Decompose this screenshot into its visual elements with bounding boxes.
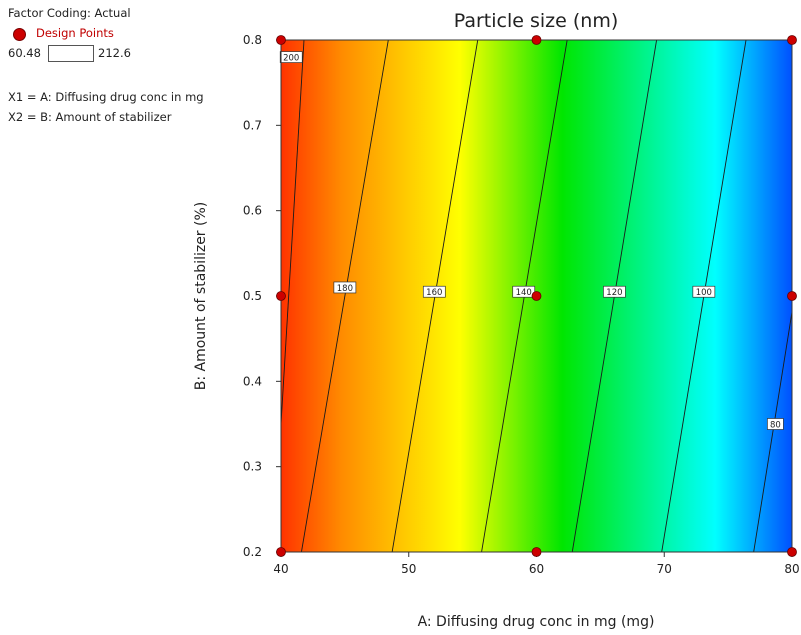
x-tick-label-40: 40: [273, 562, 288, 576]
contour-line-200: [281, 40, 305, 432]
x-tick-label-50: 50: [401, 562, 416, 576]
y-axis: 0.2 0.3 0.4 0.5 0.6 0.7 0.8: [243, 33, 281, 559]
x1-factor-label: X1 = A: Diffusing drug conc in mg: [8, 90, 204, 104]
chart-title: Particle size (nm): [454, 10, 619, 32]
contour-labels: 200 180 160 140 120 100 80: [279, 51, 784, 430]
y-tick-label-0.2: 0.2: [243, 545, 262, 559]
design-point: [531, 35, 542, 45]
contour-label-100: 100: [696, 288, 712, 298]
contour-label-180: 180: [337, 284, 353, 294]
design-point: [276, 35, 286, 45]
contour-label-140: 140: [516, 288, 532, 298]
x-tick-label-80: 80: [784, 562, 799, 576]
contour-label-box-160: [422, 285, 446, 298]
contour-label-box-120: [603, 285, 626, 298]
contour-label-box-80: [767, 418, 784, 430]
y-tick-label-0.3: 0.3: [243, 460, 262, 474]
x-tick-label-70: 70: [657, 562, 672, 576]
x2-factor-label: X2 = B: Amount of stabilizer: [8, 110, 172, 124]
contour-label-box-100: [692, 285, 716, 298]
factor-coding-label: Factor Coding: Actual: [8, 6, 131, 20]
contour-label-box-180: [333, 281, 357, 294]
design-point: [787, 291, 797, 301]
x-tick-label-60: 60: [529, 562, 544, 576]
range-high-label: 212.6: [98, 46, 131, 60]
y-tick-label-0.5: 0.5: [243, 289, 262, 303]
x-axis: 40 50 60 70 80: [273, 552, 800, 576]
design-point: [787, 547, 797, 557]
contour-line-80: [753, 309, 792, 552]
design-point: [531, 291, 542, 301]
contour-line-180: [300, 40, 389, 552]
y-axis-label: B: Amount of stabilizer (%): [193, 202, 209, 391]
y-tick-label-0.7: 0.7: [243, 118, 262, 132]
y-tick-label-0.8: 0.8: [243, 33, 262, 47]
range-low-label: 60.48: [8, 46, 41, 60]
x-axis-label: A: Diffusing drug conc in mg (mg): [418, 614, 655, 630]
contour-label-120: 120: [606, 288, 622, 298]
design-points-label: Design Points: [36, 26, 114, 40]
design-points: [276, 35, 797, 557]
color-range-box: [48, 45, 94, 62]
design-point: [531, 547, 542, 557]
design-point: [787, 35, 797, 45]
contour-label-160: 160: [426, 288, 442, 298]
contour-label-80: 80: [770, 420, 781, 430]
y-tick-label-0.4: 0.4: [243, 374, 262, 388]
y-tick-label-0.6: 0.6: [243, 204, 262, 218]
design-point: [276, 547, 286, 557]
design-point: [276, 291, 286, 301]
design-point-legend-marker: [13, 28, 26, 41]
legend-panel: Factor Coding: Actual Design Points 60.4…: [0, 0, 240, 140]
contour-label-200: 200: [283, 53, 299, 63]
contour-label-box-200: [279, 51, 303, 63]
